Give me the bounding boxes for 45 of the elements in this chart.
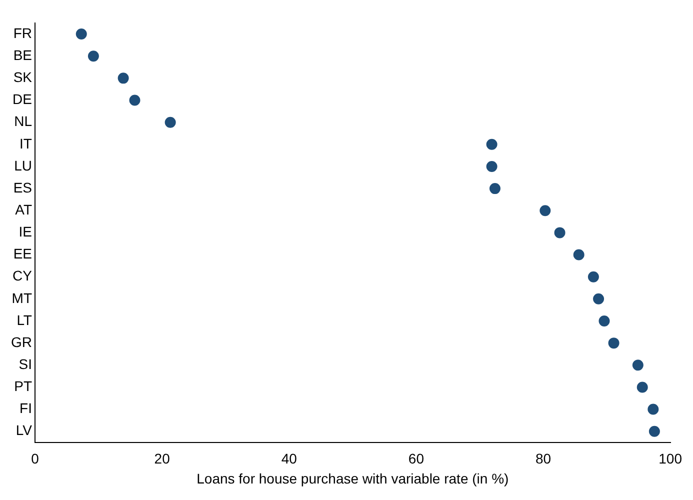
- point: [486, 160, 498, 172]
- point: [540, 205, 551, 216]
- y-tick-label: DE: [12, 91, 32, 108]
- y-tick-label: NL: [14, 113, 32, 130]
- y-tick-label: LT: [16, 312, 32, 328]
- y-tick-label: SI: [18, 356, 32, 372]
- y-tick-label: IE: [18, 224, 32, 240]
- x-tick-label: 100: [658, 450, 682, 467]
- y-tick-label: PT: [14, 378, 32, 394]
- point: [164, 116, 176, 128]
- point: [608, 338, 620, 349]
- y-tick-label: SK: [13, 69, 33, 86]
- y-tick-label: FR: [13, 24, 32, 41]
- y-tick-label: AT: [15, 201, 32, 218]
- x-tick-label: 0: [31, 450, 40, 467]
- point: [588, 271, 599, 282]
- point: [593, 293, 604, 304]
- point: [129, 94, 140, 106]
- point: [118, 72, 129, 84]
- y-tick-label: FI: [20, 400, 32, 416]
- y-tick-label: CY: [12, 268, 33, 284]
- point: [598, 315, 610, 326]
- y-tick-label: GR: [11, 334, 32, 350]
- x-tick-label: 40: [281, 450, 298, 467]
- y-tick-label: MT: [12, 290, 32, 306]
- point: [636, 382, 648, 393]
- point: [573, 249, 584, 260]
- x-tick-label: 20: [154, 450, 170, 467]
- y-tick-label: LU: [14, 157, 32, 174]
- y-tick-label: ES: [13, 179, 32, 196]
- point: [489, 183, 500, 194]
- point: [76, 28, 87, 40]
- y-tick-label: IT: [20, 135, 32, 152]
- y-tick-label: BE: [13, 46, 32, 63]
- y-tick-label: EE: [13, 246, 32, 262]
- x-tick-label: 80: [535, 450, 552, 467]
- x-axis-title: Loans for house purchase with variable rate (in %): [196, 470, 509, 486]
- point: [648, 404, 659, 415]
- y-tick-label: LV: [16, 422, 33, 438]
- point: [648, 426, 660, 437]
- point: [632, 360, 644, 371]
- point: [554, 227, 566, 238]
- x-tick-label: 60: [408, 450, 424, 467]
- point: [486, 138, 498, 150]
- point: [88, 50, 99, 62]
